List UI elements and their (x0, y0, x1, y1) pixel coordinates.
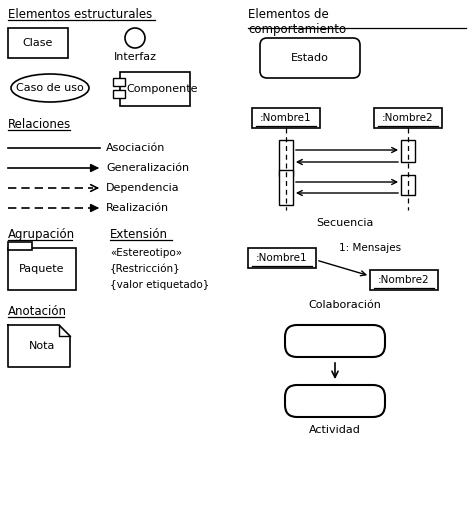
Text: Generalización: Generalización (106, 163, 189, 173)
Text: Interfaz: Interfaz (113, 52, 156, 62)
Bar (401, 140, 415, 162)
Bar (374, 108, 442, 128)
Bar (401, 175, 415, 195)
Text: {valor etiquetado}: {valor etiquetado} (110, 280, 210, 290)
Bar (8, 248, 76, 290)
Text: Asociación: Asociación (106, 143, 165, 153)
Bar (113, 90, 125, 98)
Text: Relaciones: Relaciones (8, 118, 71, 131)
FancyBboxPatch shape (285, 325, 385, 357)
Bar (113, 78, 125, 86)
Text: Estado: Estado (291, 53, 329, 63)
Bar (370, 270, 438, 290)
Bar (248, 248, 316, 268)
Text: 1: Mensajes: 1: Mensajes (339, 243, 401, 253)
Bar (279, 140, 293, 176)
Text: {Restricción}: {Restricción} (110, 264, 181, 275)
Bar (8, 28, 68, 58)
Text: Actividad: Actividad (309, 425, 361, 435)
Text: Caso de uso: Caso de uso (16, 83, 84, 93)
FancyBboxPatch shape (260, 38, 360, 78)
Text: Clase: Clase (23, 38, 53, 48)
Text: Colaboración: Colaboración (309, 300, 382, 310)
Text: Elementos estructurales: Elementos estructurales (8, 8, 152, 21)
Text: Agrupación: Agrupación (8, 228, 75, 241)
Text: Extensión: Extensión (110, 228, 168, 241)
Text: :Nombre2: :Nombre2 (382, 113, 434, 123)
Text: «Estereotipo»: «Estereotipo» (110, 248, 182, 258)
Bar (8, 242, 32, 250)
Text: Realización: Realización (106, 203, 169, 213)
Text: Componente: Componente (126, 84, 198, 94)
Text: Paquete: Paquete (19, 264, 65, 274)
Text: Nota: Nota (29, 341, 55, 351)
Text: Elementos de
comportamiento: Elementos de comportamiento (248, 8, 346, 36)
Text: :Nombre2: :Nombre2 (378, 275, 430, 285)
Text: Anotación: Anotación (8, 305, 67, 318)
Text: :Nombre1: :Nombre1 (260, 113, 312, 123)
Bar (279, 170, 293, 205)
Bar (120, 72, 190, 106)
Text: Dependencia: Dependencia (106, 183, 180, 193)
Text: Secuencia: Secuencia (316, 218, 374, 228)
FancyBboxPatch shape (285, 385, 385, 417)
Bar (252, 108, 320, 128)
Text: :Nombre1: :Nombre1 (256, 253, 308, 263)
